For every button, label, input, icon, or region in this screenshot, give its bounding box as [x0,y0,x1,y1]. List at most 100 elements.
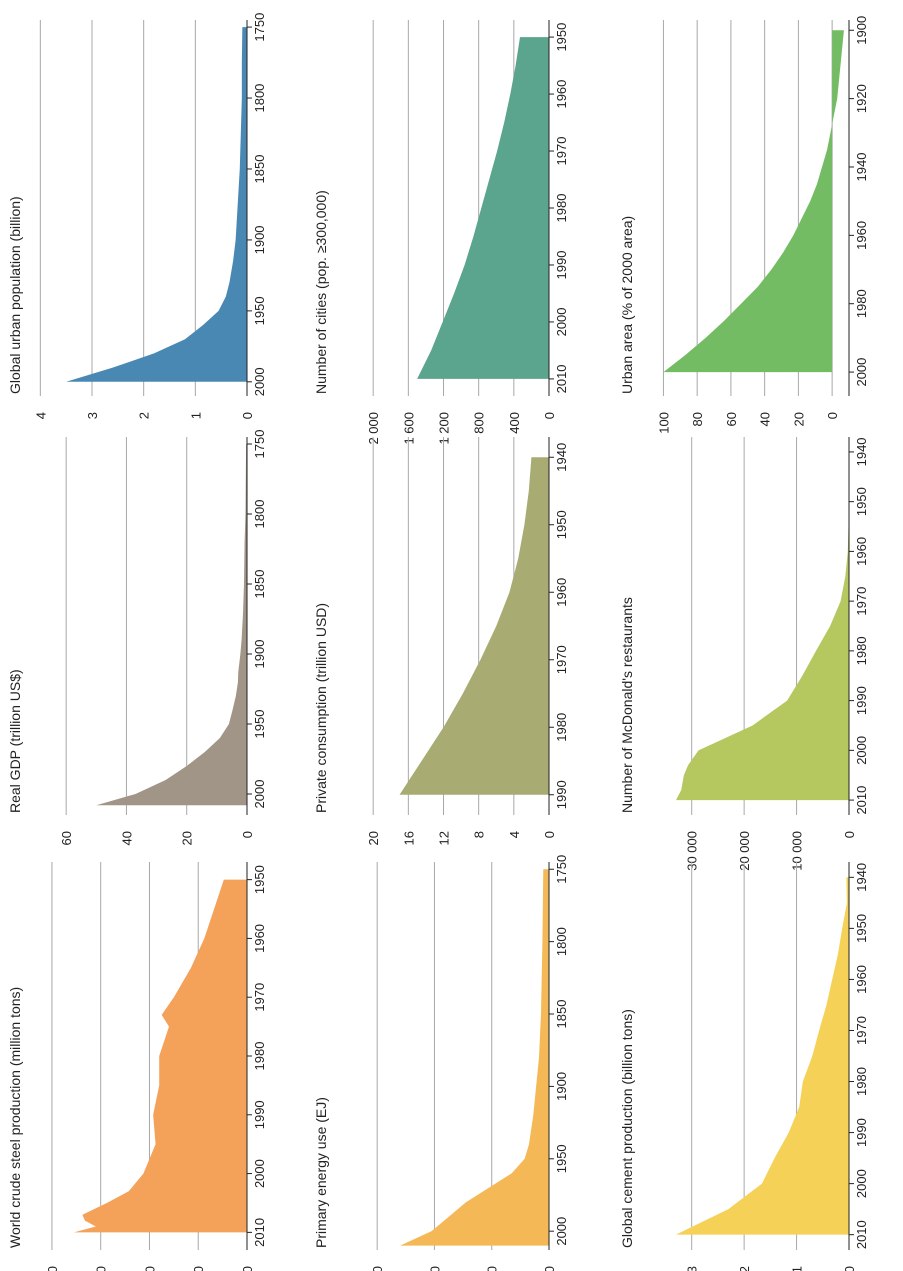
x-tick-label: 2010 [554,364,569,393]
area-series [399,457,549,795]
x-tick-label: 1900 [854,16,869,45]
x-tick-label: 1960 [854,965,869,994]
y-tick-label: 20 [366,831,381,845]
panel-3: 1750 1800 1850 1900 1950 2000 0 20 40 60 Real GDP … [7,430,267,846]
x-tick-label: 1980 [854,636,869,665]
x-tick-label: 1990 [554,780,569,809]
area-series [417,37,549,379]
y-tick-label: 1 600 [401,412,416,445]
panel-title: Urban area (% of 2000 area) [619,216,635,394]
x-tick-label: 1980 [554,194,569,223]
y-tick-label: 0 [842,1266,857,1271]
x-tick-label: 1940 [854,437,869,466]
x-tick-label: 1940 [554,443,569,472]
x-tick-label: 1960 [854,221,869,250]
y-tick-label: 2 [737,1266,752,1271]
y-tick-label: 0 [240,1266,255,1271]
y-tick-label: 2 000 [366,412,381,445]
x-tick-label: 1900 [252,225,267,254]
x-tick-label: 1970 [252,983,267,1012]
x-tick-label: 1990 [554,251,569,280]
y-tick-label: 8 [472,831,487,838]
y-tick-label: 1 200 [437,412,452,445]
x-tick-label: 1960 [252,924,267,953]
x-tick-label: 1940 [854,153,869,182]
x-tick-label: 1850 [252,570,267,599]
y-tick-label: 80 [690,412,705,426]
y-tick-label: 40 [758,412,773,426]
x-tick-label: 2000 [252,367,267,396]
y-tick-label: 400 [507,412,522,434]
x-tick-label: 1900 [554,1072,569,1101]
x-tick-label: 1800 [252,84,267,113]
x-tick-label: 1800 [252,500,267,529]
x-tick-label: 2000 [554,1217,569,1246]
area-series [663,30,844,373]
y-tick-label: 60 [59,831,74,845]
panel-1: 1950 1960 1970 1980 1990 2000 2010 0 400 800 1 200… [313,20,569,445]
panel-4: 1940 1950 1960 1970 1980 1990 0 4 8 12 16 20 Private… [313,437,569,845]
panel-title: Number of McDonald's restaurants [619,597,635,813]
x-tick-label: 1990 [854,686,869,715]
x-tick-label: 1960 [854,537,869,566]
y-tick-label: 1 [188,412,203,419]
x-tick-label: 2000 [554,307,569,336]
x-tick-label: 1900 [252,640,267,669]
panel-title: Real GDP (trillion US$) [7,669,23,813]
panel-7: 1750 1800 1850 1900 1950 2000 0 200 400 600 Primar… [313,855,569,1271]
panel-title: Global cement production (billion tons) [619,1009,635,1248]
x-tick-label: 2010 [854,1220,869,1249]
panel-title: Number of cities (pop. ≥300,000) [313,190,329,394]
panel-title: Private consumption (trillion USD) [313,603,329,813]
y-tick-label: 12 [437,831,452,845]
x-tick-label: 1970 [554,645,569,674]
x-tick-label: 1990 [252,1100,267,1129]
x-tick-label: 1980 [252,1042,267,1071]
x-tick-label: 1940 [854,863,869,892]
y-tick-label: 30 000 [685,831,700,871]
x-tick-label: 1950 [252,865,267,894]
y-tick-label: 0 [240,412,255,419]
x-tick-label: 2000 [252,780,267,809]
x-tick-label: 1970 [554,137,569,166]
y-tick-label: 800 [472,412,487,434]
y-tick-label: 600 [370,1266,385,1271]
area-series [66,27,248,382]
panel-title: World crude steel production (million to… [7,987,23,1248]
y-tick-label: 0 [842,831,857,838]
panel-2: 1900 1920 1940 1960 1980 2000 0 20 40 60 80 100 Urba… [619,16,869,434]
x-tick-label: 1980 [554,713,569,742]
area-series [675,877,849,1235]
x-tick-label: 2000 [854,358,869,387]
x-tick-label: 1850 [252,155,267,184]
x-tick-label: 1970 [854,1016,869,1045]
x-tick-label: 1950 [252,710,267,739]
y-tick-label: 40 [119,831,134,845]
y-tick-label: 0 [240,831,255,838]
x-tick-label: 2000 [854,1169,869,1198]
x-tick-label: 1800 [554,927,569,956]
y-tick-label: 800 [142,1266,157,1271]
y-tick-label: 20 [180,831,195,845]
y-tick-label: 16 [401,831,416,845]
panel-title: Global urban population (billion) [7,196,23,394]
x-tick-label: 1750 [554,855,569,884]
y-tick-label: 0 [825,412,840,419]
y-tick-label: 0 [542,1266,557,1271]
y-tick-label: 3 [85,412,100,419]
y-tick-label: 100 [656,412,671,434]
area-series [96,444,247,806]
x-tick-label: 1970 [854,587,869,616]
x-tick-label: 1990 [854,1118,869,1147]
x-tick-label: 1980 [854,289,869,318]
panel-0: 1750 1800 1850 1900 1950 2000 0 1 2 3 4 Global urba… [7,13,267,420]
y-tick-label: 0 [542,412,557,419]
x-tick-label: 1750 [252,13,267,42]
x-tick-label: 1920 [854,84,869,113]
area-series [400,869,549,1246]
x-tick-label: 1960 [554,578,569,607]
y-tick-label: 3 [685,1266,700,1271]
